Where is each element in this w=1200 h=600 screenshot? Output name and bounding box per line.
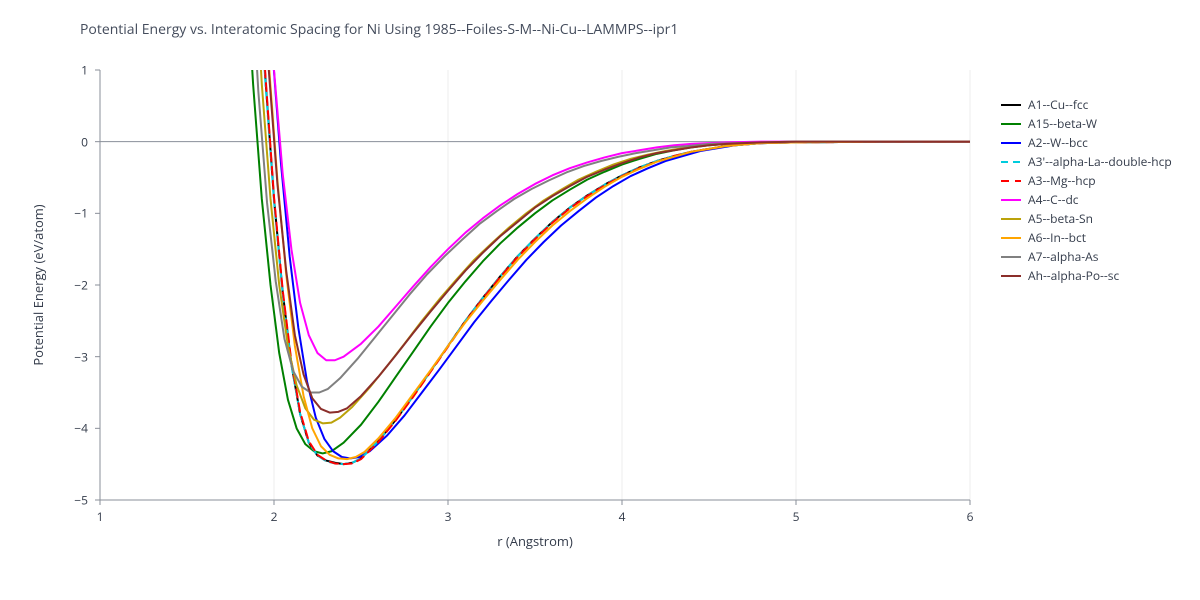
energy-vs-spacing-chart[interactable] — [0, 0, 1200, 600]
legend-label: A6--In--bct — [1028, 229, 1086, 246]
legend-swatch-icon — [1000, 213, 1022, 225]
series-line[interactable] — [239, 0, 970, 464]
x-tick-label: 3 — [445, 508, 452, 525]
legend-label: Ah--alpha-Po--sc — [1028, 267, 1119, 284]
legend-swatch-icon — [1000, 118, 1022, 130]
x-axis-label: r (Angstrom) — [497, 532, 573, 550]
y-tick-label: −4 — [74, 420, 88, 437]
y-tick-label: 1 — [81, 62, 88, 79]
y-tick-label: 0 — [81, 133, 88, 150]
legend-item[interactable]: Ah--alpha-Po--sc — [1000, 266, 1172, 285]
legend-item[interactable]: A1--Cu--fcc — [1000, 95, 1172, 114]
x-tick-label: 1 — [97, 508, 104, 525]
legend-item[interactable]: A2--W--bcc — [1000, 133, 1172, 152]
legend-swatch-icon — [1000, 137, 1022, 149]
legend-item[interactable]: A3--Mg--hcp — [1000, 171, 1172, 190]
chart-legend[interactable]: A1--Cu--fcc A15--beta-W A2--W--bcc A3'--alp… — [1000, 95, 1172, 285]
legend-label: A4--C--dc — [1028, 191, 1079, 208]
legend-label: A3'--alpha-La--double-hcp — [1028, 153, 1172, 170]
legend-label: A5--beta-Sn — [1028, 210, 1093, 227]
series-line[interactable] — [246, 0, 970, 458]
x-tick-label: 4 — [619, 508, 626, 525]
legend-item[interactable]: A15--beta-W — [1000, 114, 1172, 133]
y-tick-label: −5 — [74, 492, 88, 509]
legend-label: A2--W--bcc — [1028, 134, 1088, 151]
legend-item[interactable]: A4--C--dc — [1000, 190, 1172, 209]
legend-label: A3--Mg--hcp — [1028, 172, 1096, 189]
series-line[interactable] — [248, 0, 970, 360]
legend-swatch-icon — [1000, 175, 1022, 187]
y-tick-label: −1 — [74, 205, 88, 222]
legend-item[interactable]: A3'--alpha-La--double-hcp — [1000, 152, 1172, 171]
legend-label: A1--Cu--fcc — [1028, 96, 1088, 113]
y-tick-label: −2 — [74, 277, 88, 294]
legend-swatch-icon — [1000, 270, 1022, 282]
series-line[interactable] — [239, 0, 970, 464]
chart-title: Potential Energy vs. Interatomic Spacing… — [80, 20, 678, 39]
legend-item[interactable]: A6--In--bct — [1000, 228, 1172, 247]
legend-swatch-icon — [1000, 251, 1022, 263]
series-line[interactable] — [239, 0, 970, 464]
y-tick-label: −3 — [74, 348, 88, 365]
x-tick-label: 5 — [793, 508, 800, 525]
legend-label: A7--alpha-As — [1028, 248, 1098, 265]
series-line[interactable] — [236, 0, 970, 423]
series-line[interactable] — [243, 0, 970, 459]
y-axis-label: Potential Energy (eV/atom) — [29, 204, 47, 365]
legend-swatch-icon — [1000, 156, 1022, 168]
legend-label: A15--beta-W — [1028, 115, 1097, 132]
series-line[interactable] — [225, 0, 970, 453]
legend-item[interactable]: A7--alpha-As — [1000, 247, 1172, 266]
series-line[interactable] — [232, 0, 970, 393]
legend-item[interactable]: A5--beta-Sn — [1000, 209, 1172, 228]
legend-swatch-icon — [1000, 194, 1022, 206]
legend-swatch-icon — [1000, 99, 1022, 111]
legend-swatch-icon — [1000, 232, 1022, 244]
x-tick-label: 2 — [271, 508, 278, 525]
x-tick-label: 6 — [967, 508, 974, 525]
